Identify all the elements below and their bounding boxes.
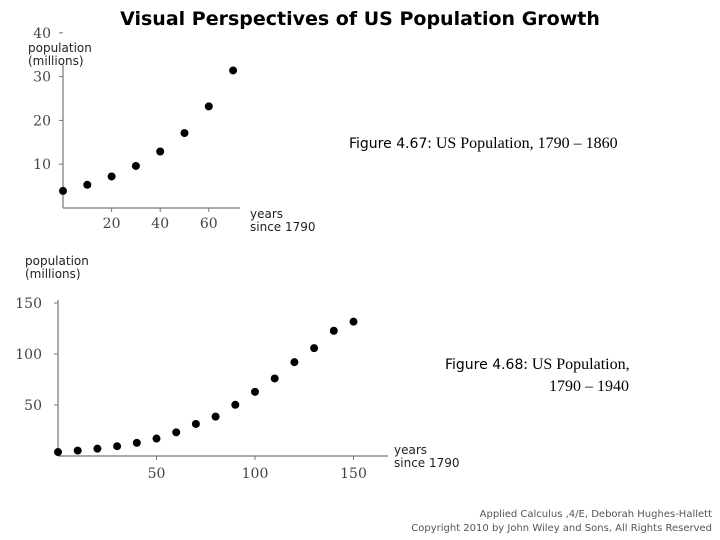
footer-line-1: Applied Calculus ,4/E, Deborah Hughes-Ha… — [479, 509, 712, 520]
figure-caption-text: : US Population, — [523, 356, 630, 373]
data-point — [59, 186, 67, 195]
data-point — [54, 448, 62, 457]
y-axis-label: (millions) — [25, 267, 81, 281]
y-tick-label: 40 — [33, 26, 51, 42]
x-tick-label: 50 — [148, 466, 166, 482]
figure-number: Figure 4.68 — [445, 357, 524, 373]
data-point — [172, 428, 181, 437]
data-point — [73, 446, 82, 455]
y-tick-label: 50 — [24, 398, 42, 414]
x-axis-label: since 1790 — [250, 220, 316, 234]
x-tick-label: 60 — [200, 216, 218, 232]
y-axis-label: population — [28, 41, 92, 55]
figure-caption-4-68: Figure 4.68: US Population, 1790 – 1940 — [445, 354, 630, 398]
y-axis-label: population — [25, 254, 89, 268]
x-tick-label: 40 — [151, 216, 169, 232]
data-point — [231, 400, 240, 409]
data-point — [270, 374, 279, 383]
x-axis-label: since 1790 — [394, 456, 460, 470]
x-tick-label: 100 — [242, 466, 269, 482]
x-tick-label: 20 — [103, 216, 121, 232]
y-tick-label: 100 — [15, 347, 42, 363]
figure-caption-text-line2: 1790 – 1940 — [549, 378, 629, 395]
y-tick-label: 150 — [15, 296, 42, 312]
data-point — [113, 442, 122, 451]
data-point — [107, 172, 116, 181]
y-axis-label: (millions) — [28, 54, 84, 68]
data-point — [180, 129, 189, 138]
footer-credit: Applied Calculus ,4/E, Deborah Hughes-Ha… — [411, 508, 712, 536]
figure-caption-text: : US Population, 1790 – 1860 — [427, 135, 618, 152]
x-axis-label: years — [394, 443, 427, 457]
y-tick-label: 30 — [33, 70, 51, 86]
data-point — [329, 326, 338, 335]
figure-number: Figure 4.67 — [349, 136, 428, 152]
data-point — [349, 317, 358, 326]
data-point — [156, 147, 165, 156]
data-point — [152, 434, 161, 443]
y-tick-label: 10 — [33, 157, 51, 173]
data-point — [204, 102, 213, 111]
slide-title: Visual Perspectives of US Population Gro… — [120, 8, 600, 30]
data-point — [131, 161, 140, 170]
data-point — [229, 66, 238, 75]
data-point — [93, 444, 102, 453]
data-point — [290, 358, 299, 367]
x-axis-label: years — [250, 207, 283, 221]
data-point — [310, 344, 319, 353]
data-point — [211, 412, 220, 421]
data-point — [191, 419, 200, 428]
data-point — [83, 180, 92, 189]
figure-caption-4-67: Figure 4.67: US Population, 1790 – 1860 — [349, 133, 618, 155]
data-point — [251, 387, 259, 396]
y-tick-label: 20 — [33, 113, 51, 129]
footer-line-2: Copyright 2010 by John Wiley and Sons, A… — [411, 523, 712, 534]
x-tick-label: 150 — [340, 466, 367, 482]
data-point — [132, 438, 141, 447]
